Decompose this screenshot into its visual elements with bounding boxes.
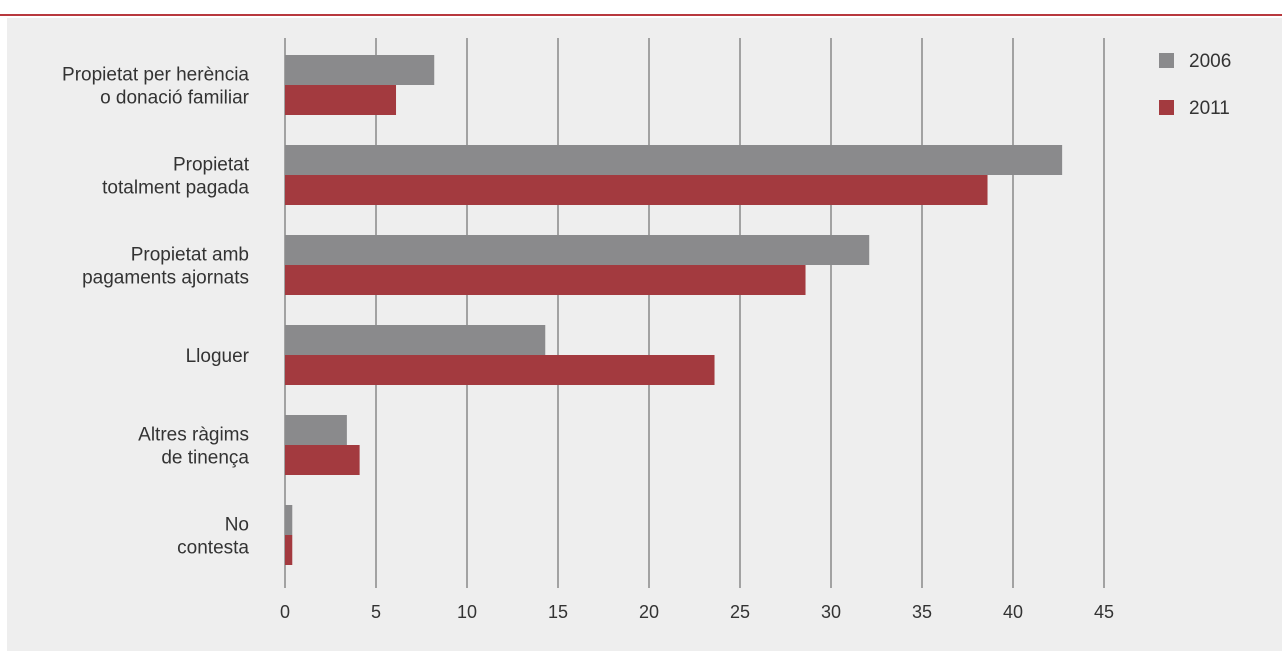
bar-2011-1 (285, 175, 988, 205)
x-tick-label: 15 (548, 602, 568, 622)
bar-2006-2 (285, 235, 869, 265)
legend-label-2006: 2006 (1189, 51, 1231, 72)
category-label: Propietat (173, 155, 250, 176)
bar-2011-4 (285, 445, 360, 475)
category-label: No (225, 515, 249, 536)
x-tick-label: 30 (821, 602, 841, 622)
x-tick-label: 0 (280, 602, 290, 622)
x-tick-label: 35 (912, 602, 932, 622)
chart-panel: Propietat per herència o donació familiar… (7, 18, 1282, 651)
top-rule (0, 14, 1282, 16)
category-label: pagaments ajornats (82, 268, 249, 289)
x-tick-label: 20 (639, 602, 659, 622)
x-tick-label: 10 (457, 602, 477, 622)
x-tick-label: 25 (730, 602, 750, 622)
legend-swatch-2011 (1159, 100, 1174, 115)
x-tick-label: 40 (1003, 602, 1023, 622)
category-label: Altres ràgims (138, 425, 249, 446)
category-label: de tinença (161, 448, 249, 469)
grid-layer (285, 38, 1104, 588)
category-label: Propietat per herència (62, 65, 249, 86)
bar-2011-3 (285, 355, 715, 385)
category-label: contesta (177, 538, 249, 559)
bar-2006-5 (285, 505, 292, 535)
x-tick-labels: 0 5 10 15 20 25 30 35 40 45 (280, 602, 1114, 622)
category-label: Lloguer (186, 346, 250, 367)
bar-2006-0 (285, 55, 434, 85)
bar-2011-2 (285, 265, 806, 295)
bar-layer (285, 55, 1062, 565)
category-label: totalment pagada (102, 178, 249, 199)
bar-2011-0 (285, 85, 396, 115)
category-label: o donació familiar (100, 88, 250, 109)
legend-swatch-2006 (1159, 53, 1174, 68)
bar-2006-1 (285, 145, 1062, 175)
x-tick-label: 45 (1094, 602, 1114, 622)
legend: 2006 2011 (1159, 51, 1231, 119)
bar-2006-4 (285, 415, 347, 445)
bar-2006-3 (285, 325, 545, 355)
x-tick-label: 5 (371, 602, 381, 622)
bar-2011-5 (285, 535, 292, 565)
category-label: Propietat amb (131, 245, 249, 266)
legend-label-2011: 2011 (1189, 98, 1230, 119)
